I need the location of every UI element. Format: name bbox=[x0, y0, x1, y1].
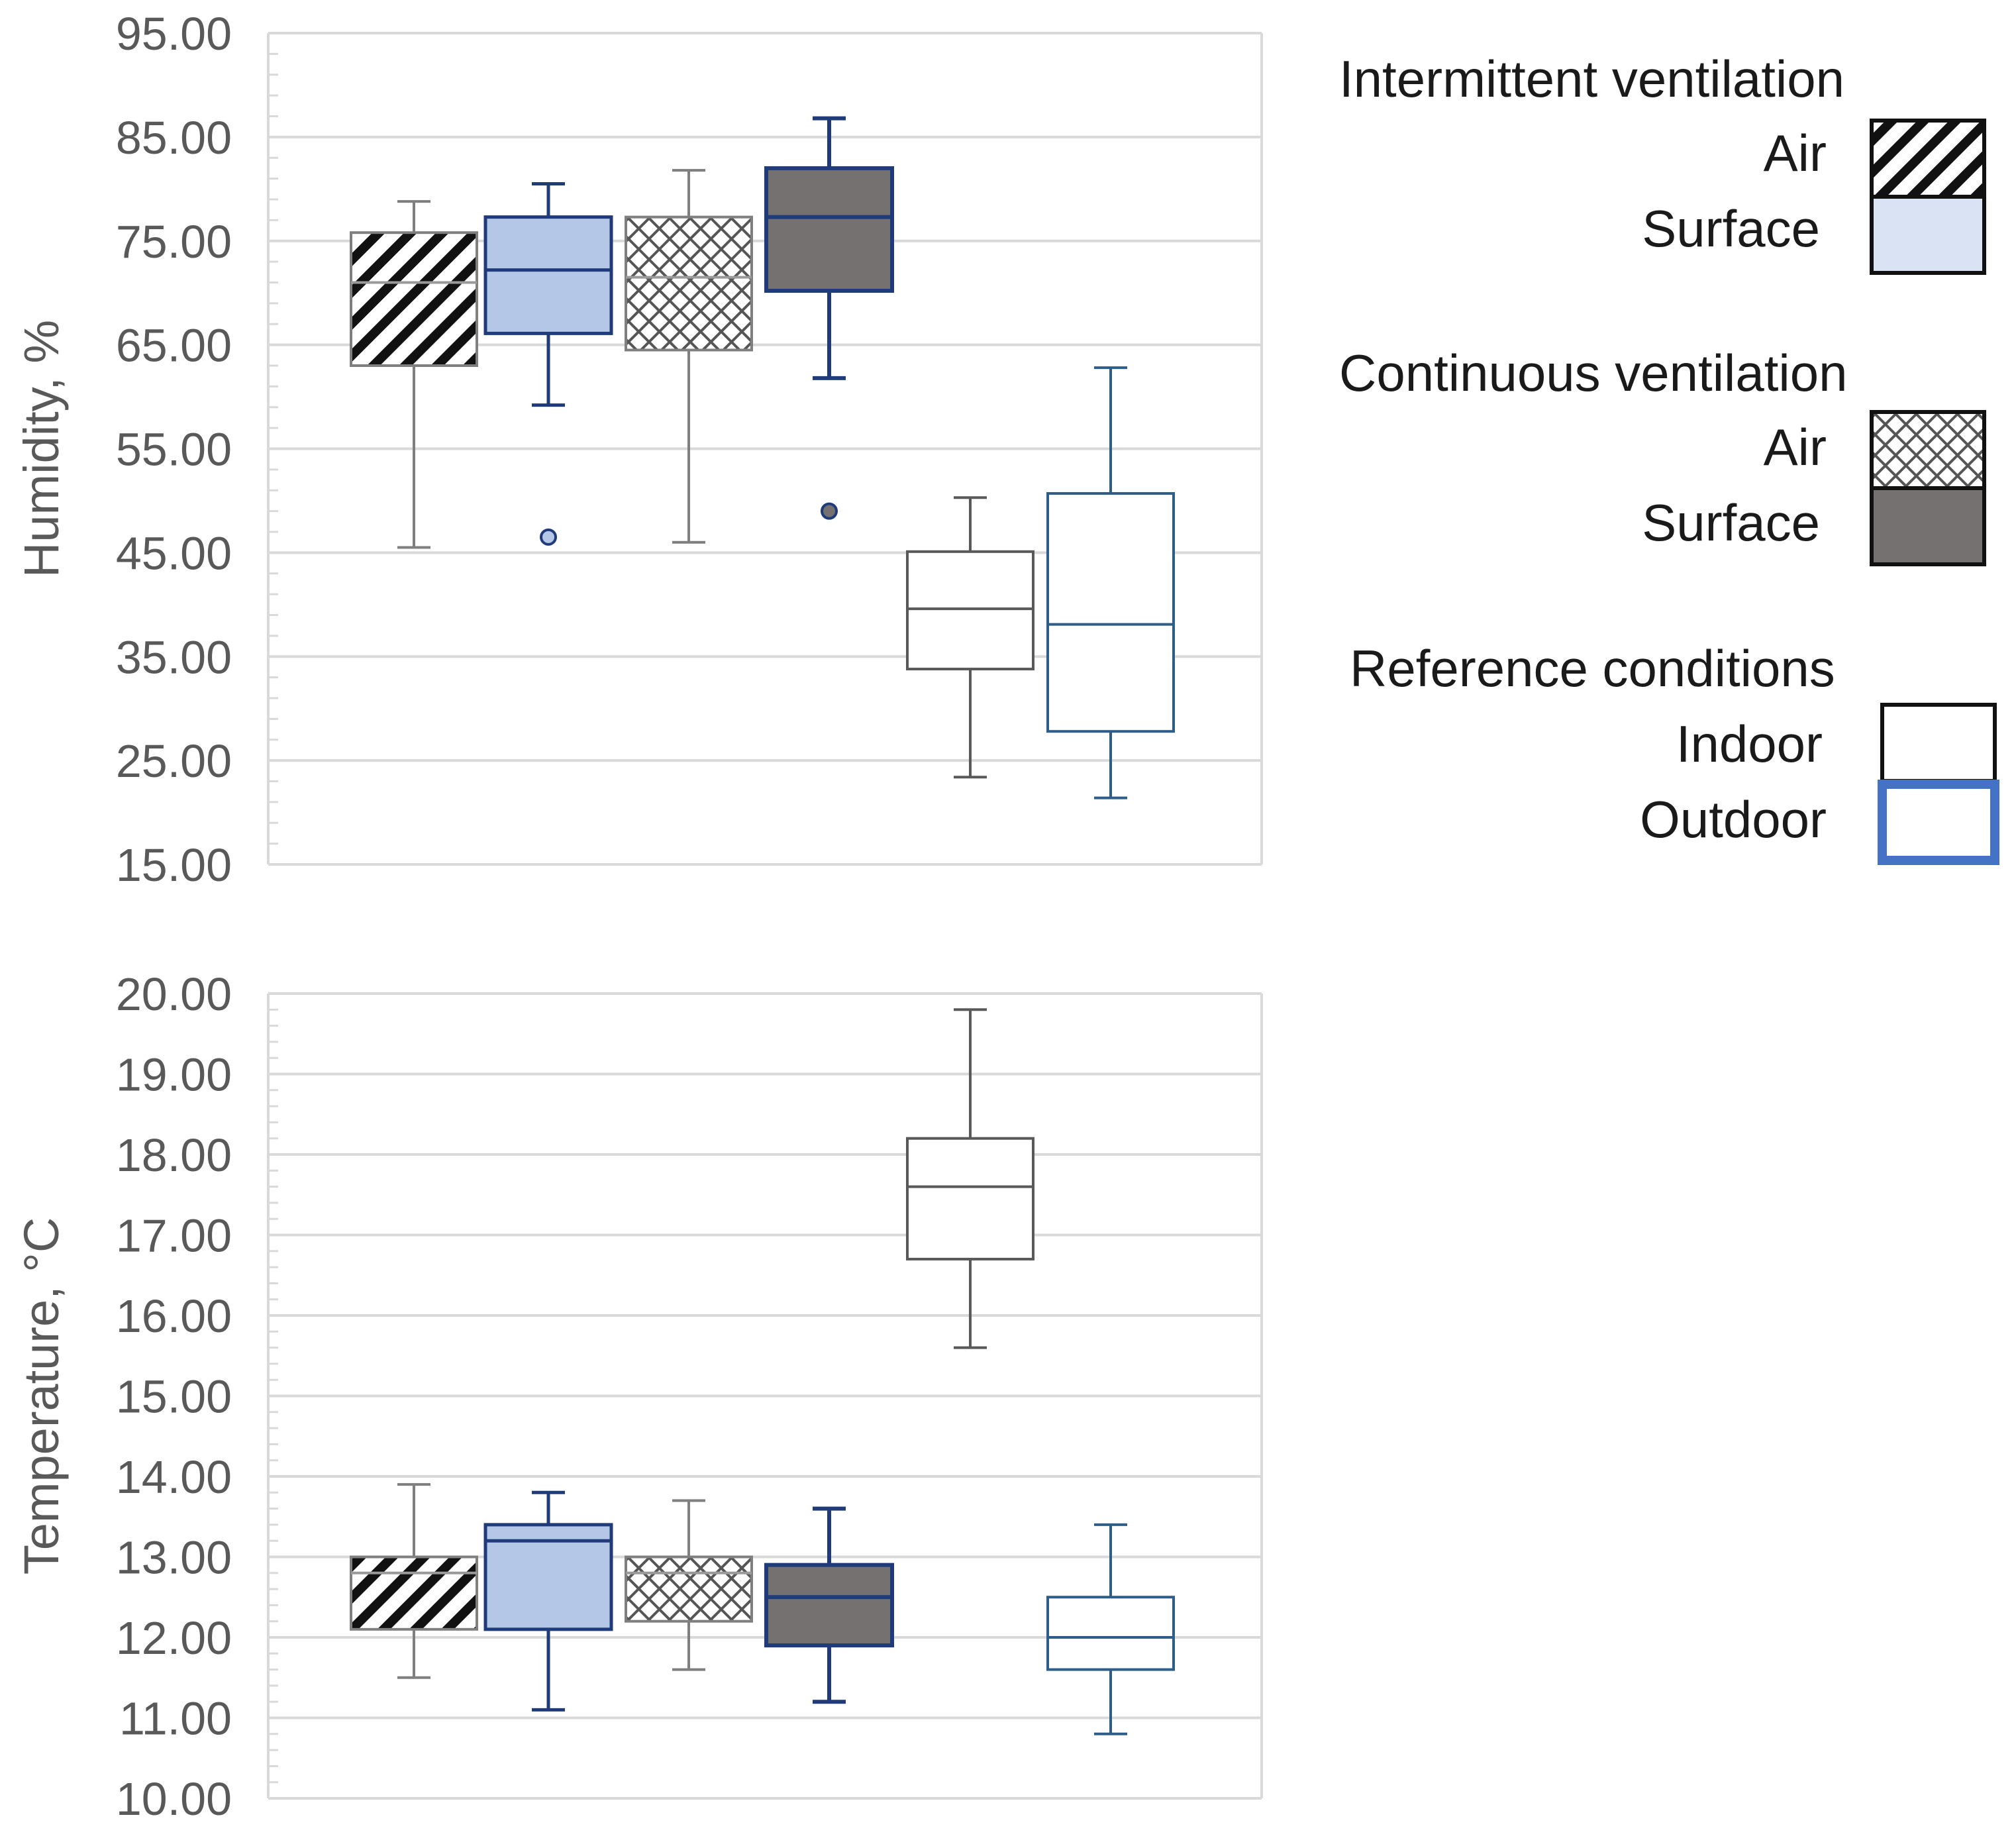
humidity-tick-label: 45.00 bbox=[116, 527, 232, 579]
temperature-tick-label: 10.00 bbox=[116, 1773, 232, 1825]
legend-title-continuous: Continuous ventilation bbox=[1339, 344, 1848, 402]
temperature-tick-label: 17.00 bbox=[116, 1210, 232, 1262]
legend-swatch-intermittent-air bbox=[1870, 119, 1986, 199]
temperature-tick-label: 12.00 bbox=[116, 1612, 232, 1664]
humidity-box-cont-surface bbox=[764, 116, 894, 520]
iqr-box bbox=[1046, 1596, 1175, 1671]
legend-title-reference: Reference conditions bbox=[1350, 639, 1835, 697]
humidity-tick-label: 35.00 bbox=[116, 631, 232, 683]
temperature-tick-label: 18.00 bbox=[116, 1129, 232, 1181]
legend-swatch-reference-outdoor bbox=[1878, 780, 1999, 865]
temperature-tick-label: 20.00 bbox=[116, 968, 232, 1020]
temperature-tick-label: 16.00 bbox=[116, 1290, 232, 1342]
legend-swatch-intermittent-surface bbox=[1870, 195, 1986, 275]
legend-label-reference-indoor: Indoor bbox=[1676, 715, 1823, 773]
legend-label-continuous-air: Air bbox=[1764, 418, 1827, 476]
legend-label-reference-outdoor: Outdoor bbox=[1640, 790, 1827, 848]
humidity-chart: 15.00 25.00 35.00 45.00 55.00 65.00 75.00 85.00… bbox=[14, 8, 1263, 891]
temperature-box-cont-surface bbox=[764, 1506, 894, 1704]
iqr-box bbox=[764, 1563, 894, 1648]
temperature-box-cont-air bbox=[625, 1499, 753, 1671]
iqr-box bbox=[625, 215, 753, 352]
temperature-box-int-surface bbox=[483, 1490, 613, 1712]
humidity-tick-label: 85.00 bbox=[116, 112, 232, 164]
temperature-tick-label: 11.00 bbox=[119, 1693, 232, 1745]
temperature-box-ref-indoor bbox=[906, 1008, 1034, 1349]
outlier-point bbox=[540, 528, 557, 546]
temperature-tick-label: 19.00 bbox=[116, 1049, 232, 1101]
temperature-tick-label: 13.00 bbox=[116, 1532, 232, 1584]
iqr-box bbox=[350, 1555, 478, 1631]
legend-title-intermittent: Intermittent ventilation bbox=[1339, 50, 1844, 108]
humidity-box-ref-indoor bbox=[906, 496, 1034, 779]
temperature-box-ref-outdoor bbox=[1046, 1523, 1175, 1735]
humidity-tick-label: 65.00 bbox=[116, 320, 232, 372]
legend: Intermittent ventilation Air Surface Con… bbox=[1339, 50, 1999, 865]
humidity-tick-label: 15.00 bbox=[116, 839, 232, 891]
legend-label-continuous-surface: Surface bbox=[1642, 493, 1820, 552]
humidity-tick-label: 95.00 bbox=[116, 8, 232, 60]
humidity-tick-label: 55.00 bbox=[116, 424, 232, 476]
iqr-box bbox=[483, 215, 613, 335]
iqr-box bbox=[906, 1137, 1034, 1260]
temperature-y-axis-title: Temperature, °C bbox=[14, 1217, 69, 1575]
temperature-tick-label: 15.00 bbox=[116, 1371, 232, 1423]
humidity-box-cont-air bbox=[625, 169, 753, 544]
humidity-box-int-air bbox=[350, 200, 478, 549]
legend-swatch-reference-indoor bbox=[1880, 703, 1997, 783]
iqr-box bbox=[350, 231, 478, 368]
outlier-point bbox=[821, 502, 838, 520]
temperature-tick-label: 14.00 bbox=[116, 1451, 232, 1503]
legend-swatch-continuous-surface bbox=[1870, 486, 1986, 566]
temperature-box-int-air bbox=[350, 1483, 478, 1679]
humidity-tick-label: 75.00 bbox=[116, 216, 232, 268]
humidity-tick-label: 25.00 bbox=[116, 735, 232, 787]
legend-swatch-continuous-air bbox=[1870, 410, 1986, 490]
iqr-box bbox=[625, 1555, 753, 1623]
humidity-box-int-surface bbox=[483, 181, 613, 546]
iqr-box bbox=[764, 166, 894, 293]
iqr-box bbox=[906, 550, 1034, 671]
humidity-box-ref-outdoor bbox=[1046, 366, 1175, 799]
legend-label-intermittent-air: Air bbox=[1764, 124, 1827, 182]
humidity-y-axis-title: Humidity, % bbox=[14, 320, 69, 578]
temperature-chart: 10.00 11.00 12.00 13.00 14.00 15.00 16.00 17.00… bbox=[14, 968, 1263, 1825]
legend-label-intermittent-surface: Surface bbox=[1642, 199, 1820, 258]
iqr-box bbox=[1046, 491, 1175, 733]
